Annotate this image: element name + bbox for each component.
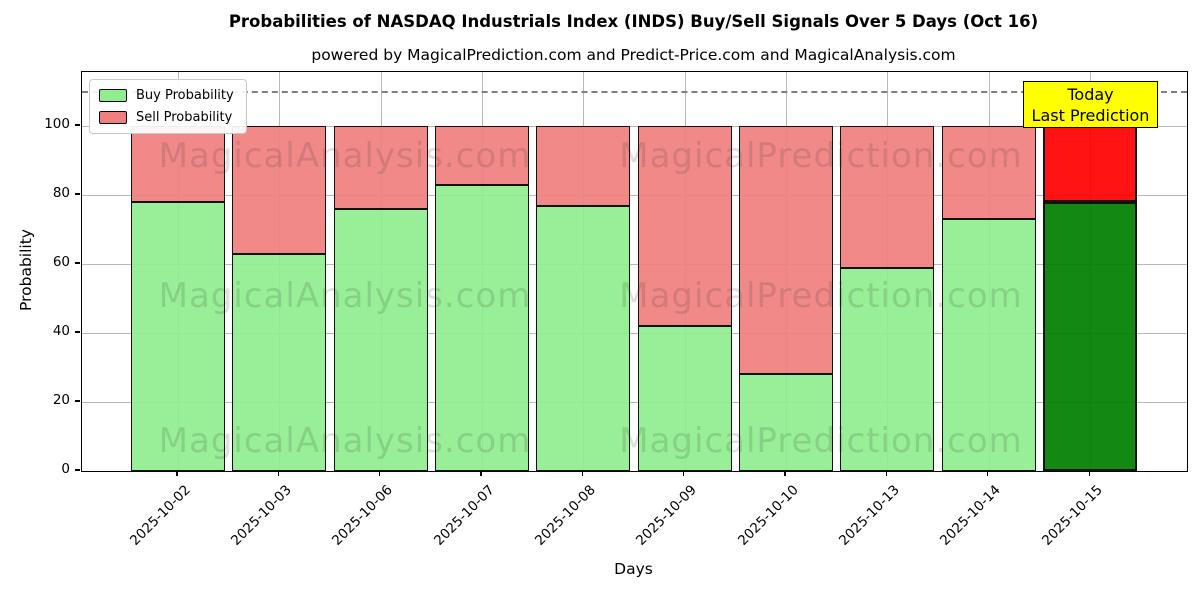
buy-bar-segment (536, 205, 631, 471)
sell-color-swatch (99, 111, 127, 124)
horizontal-gridline (82, 402, 1187, 403)
legend-box: Buy Probability Sell Probability (89, 79, 247, 134)
x-tick-label: 2025-10-06 (329, 482, 397, 549)
buy-bar-segment (739, 374, 834, 471)
watermark-text: MagicalAnalysis.com (158, 276, 532, 316)
horizontal-gridline (82, 333, 1187, 335)
y-tick-mark (75, 124, 80, 126)
sell-bar-segment (739, 126, 834, 375)
today-threshold-dashed-line (82, 90, 1187, 93)
watermark-text: MagicalAnalysis.com (158, 136, 532, 176)
horizontal-gridline (82, 264, 1187, 266)
y-tick-label: 80 (52, 185, 70, 202)
buy-bar-segment (1043, 202, 1138, 471)
x-tick-label: 2025-10-03 (227, 482, 295, 549)
x-tick-mark (784, 471, 786, 476)
legend-item-buy: Buy Probability (99, 88, 234, 103)
buy-bar-segment (333, 208, 428, 471)
legend-item-sell: Sell Probability (99, 110, 234, 125)
buy-color-swatch (99, 89, 127, 102)
horizontal-gridline (82, 126, 1187, 128)
x-tick-label: 2025-10-15 (1038, 482, 1106, 549)
x-axis-title: Days (614, 560, 653, 578)
x-tick-label: 2025-10-02 (126, 482, 194, 549)
x-tick-mark (277, 471, 280, 476)
legend-label-sell: Sell Probability (136, 110, 233, 125)
x-tick-label: 2025-10-14 (937, 482, 1005, 549)
sell-bar-segment (637, 126, 732, 327)
sell-bar-segment (333, 126, 428, 209)
chart-subtitle: powered by MagicalPrediction.com and Pre… (311, 46, 956, 64)
buy-bar-segment (840, 267, 935, 471)
x-tick-mark (379, 471, 381, 476)
x-tick-mark (683, 471, 685, 476)
annotation-line-2: Last Prediction (1031, 105, 1150, 125)
y-tick-mark (75, 469, 80, 471)
x-tick-mark (581, 471, 584, 476)
legend-label-buy: Buy Probability (136, 88, 234, 103)
x-tick-mark (1088, 471, 1090, 476)
sell-bar-segment (232, 126, 327, 254)
buy-bar-segment (941, 219, 1036, 471)
horizontal-gridline (82, 195, 1187, 197)
x-tick-mark (885, 471, 888, 476)
y-axis-title: Probability (17, 229, 35, 311)
sell-bar-segment (435, 126, 529, 185)
sell-bar-segment (941, 126, 1036, 220)
y-tick-mark (75, 262, 80, 264)
y-tick-label: 60 (52, 254, 70, 271)
y-tick-label: 100 (44, 116, 70, 133)
x-tick-mark (987, 471, 989, 476)
buy-bar-segment (637, 326, 732, 471)
x-tick-label: 2025-10-07 (430, 482, 498, 549)
buy-bar-segment (435, 184, 529, 471)
y-tick-label: 40 (52, 323, 70, 340)
y-tick-mark (75, 193, 80, 195)
buy-bar-segment (131, 202, 225, 471)
plot-area: MagicalAnalysis.com MagicalPrediction.com… (81, 71, 1188, 472)
watermark-text: MagicalAnalysis.com (158, 421, 532, 461)
x-tick-label: 2025-10-08 (531, 482, 599, 549)
x-tick-mark (480, 471, 482, 476)
y-tick-label: 0 (61, 461, 70, 477)
x-tick-mark (176, 471, 178, 476)
annotation-line-1: Today (1067, 84, 1114, 104)
y-tick-mark (75, 331, 80, 333)
watermark-text: MagicalPrediction.com (619, 136, 1023, 176)
x-tick-label: 2025-10-09 (633, 482, 701, 549)
y-tick-label: 20 (52, 392, 70, 408)
chart-title: Probabilities of NASDAQ Industrials Inde… (228, 12, 1039, 31)
watermark-text: MagicalPrediction.com (619, 421, 1023, 461)
watermark-text: MagicalPrediction.com (619, 276, 1023, 316)
x-tick-label: 2025-10-10 (734, 482, 802, 549)
today-last-prediction-label: Today Last Prediction (1023, 81, 1158, 128)
sell-bar-segment (1043, 126, 1138, 202)
sell-bar-segment (840, 126, 935, 268)
sell-bar-segment (536, 126, 631, 206)
y-tick-mark (75, 400, 80, 402)
x-tick-label: 2025-10-13 (835, 482, 903, 549)
buy-bar-segment (232, 253, 327, 471)
